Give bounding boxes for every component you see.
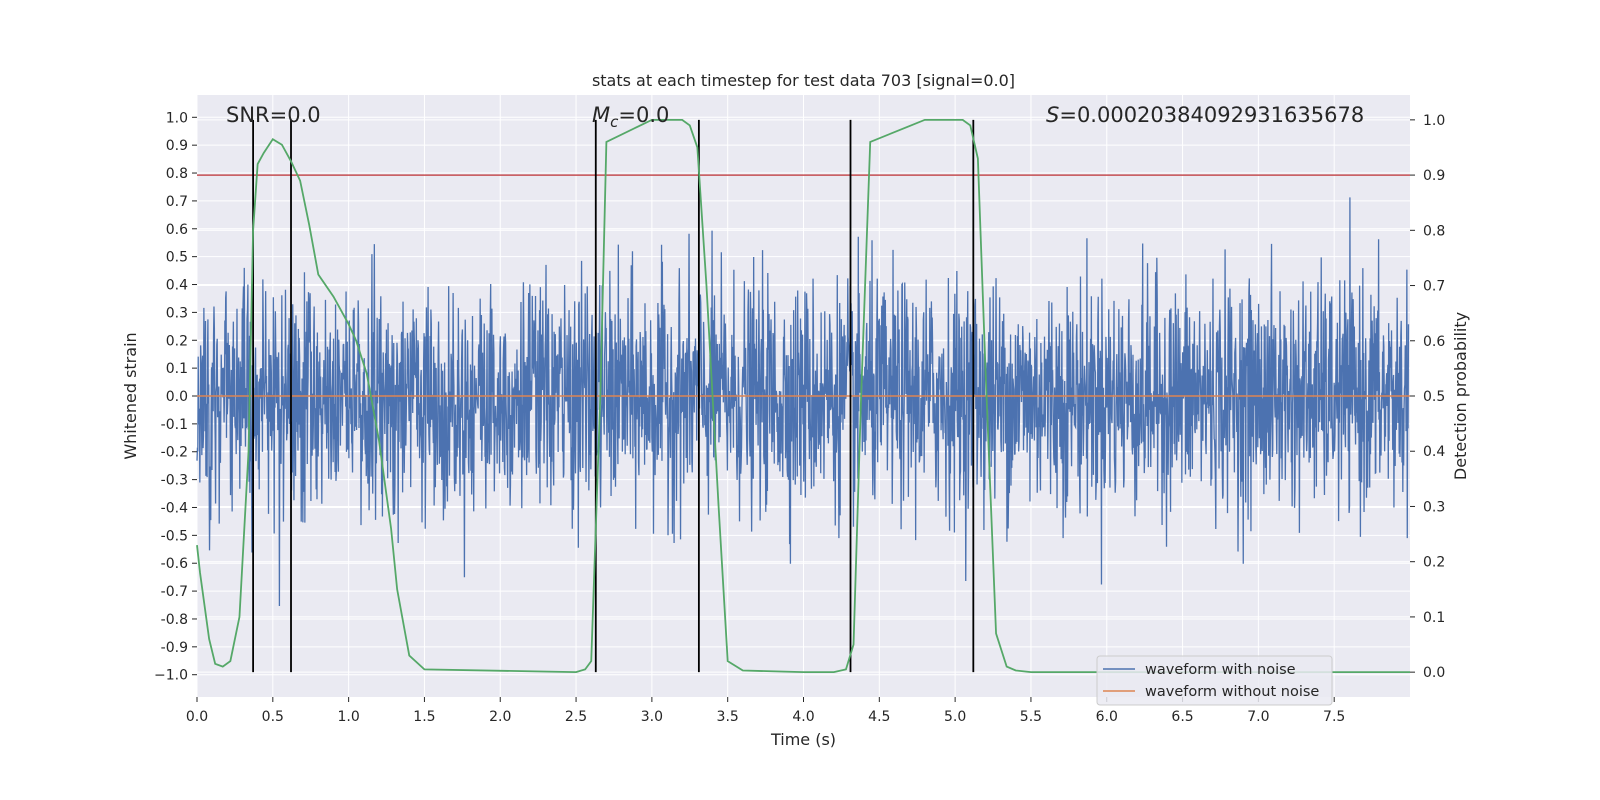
- axes: 0.0 0.5 1.0 1.5 2.0 2.5 3.0 3.5 4.0 4.5 5.0 5.5 6.0 6…: [154, 110, 1445, 725]
- x-tick-label: 0.5: [262, 709, 284, 725]
- y-right-tick-label: 0.0: [1423, 665, 1445, 681]
- x-tick-label: 0.0: [186, 709, 208, 725]
- legend-label-waveform-without-noise: waveform without noise: [1145, 684, 1319, 700]
- y-tick-label: 1.0: [166, 110, 188, 126]
- y-right-tick-label: 0.4: [1423, 444, 1445, 460]
- x-tick-label: 2.0: [489, 709, 511, 725]
- x-tick-label: 4.0: [792, 709, 814, 725]
- chart-title: stats at each timestep for test data 703…: [592, 71, 1015, 90]
- x-tick-label: 3.5: [717, 709, 739, 725]
- y-tick-label: 0.1: [166, 361, 188, 377]
- y-right-tick-label: 0.5: [1423, 389, 1445, 405]
- x-tick-label: 6.5: [1171, 709, 1193, 725]
- y-tick-label: 0.9: [166, 138, 188, 154]
- y-tick-label: -0.7: [161, 584, 188, 600]
- y-tick-label: -0.6: [161, 556, 188, 572]
- x-axis-label: Time (s): [770, 730, 836, 749]
- y-right-tick-label: 0.3: [1423, 499, 1445, 515]
- y-tick-label: 0.7: [166, 194, 188, 210]
- y-tick-label: -0.1: [161, 417, 188, 433]
- y-right-tick-label: 0.9: [1423, 168, 1445, 184]
- annotation-s: S=0.00020384092931635678: [1046, 103, 1364, 127]
- y-tick-label: 0.4: [166, 278, 188, 294]
- y-tick-label: 0.3: [166, 305, 188, 321]
- annotation-mc-value: =0.0: [618, 103, 669, 127]
- y-right-tick-label: 0.7: [1423, 279, 1445, 295]
- x-tick-label: 5.0: [944, 709, 966, 725]
- vertical-markers: [252, 119, 975, 673]
- series-detection-probability: [196, 118, 1410, 674]
- y-tick-label: 0.2: [166, 333, 188, 349]
- legend: waveform with noise waveform without noi…: [1096, 655, 1333, 706]
- x-tick-label: 5.5: [1020, 709, 1042, 725]
- y-tick-label: 0.8: [166, 166, 188, 182]
- y-tick-label: -0.9: [161, 640, 188, 656]
- x-tick-label: 7.0: [1247, 709, 1269, 725]
- x-tick-label: 1.0: [337, 709, 359, 725]
- y-tick-label: 0.0: [166, 389, 188, 405]
- y-axis-label: Whitened strain: [121, 332, 140, 459]
- annotation-s-value: =0.00020384092931635678: [1059, 103, 1364, 127]
- y-right-tick-label: 0.2: [1423, 555, 1445, 571]
- noise-line: [196, 197, 1410, 606]
- y-tick-label: 0.6: [166, 222, 188, 238]
- annotation-mc: Mc=0.0: [592, 103, 669, 131]
- x-tick-label: 7.5: [1323, 709, 1345, 725]
- y-tick-label: −1.0: [154, 668, 188, 684]
- y-tick-label: -0.5: [161, 528, 188, 544]
- probability-line: [196, 118, 1410, 674]
- y-tick-label: -0.8: [161, 612, 188, 628]
- x-tick-label: 6.0: [1096, 709, 1118, 725]
- x-tick-label: 2.5: [565, 709, 587, 725]
- x-tick-label: 1.5: [413, 709, 435, 725]
- y-tick-label: -0.2: [161, 445, 188, 461]
- x-tick-label: 4.5: [868, 709, 890, 725]
- y-right-tick-label: 0.8: [1423, 223, 1445, 239]
- annotation-mc-symbol: M: [592, 103, 610, 127]
- y-tick-label: -0.3: [161, 473, 188, 489]
- y-tick-label: 0.5: [166, 250, 188, 266]
- y-right-tick-label: 1.0: [1423, 113, 1445, 129]
- annotation-s-symbol: S: [1046, 103, 1059, 127]
- x-tick-label: 3.0: [641, 709, 663, 725]
- legend-label-waveform-with-noise: waveform with noise: [1145, 662, 1296, 678]
- y-axis-label-right: Detection probability: [1451, 312, 1470, 480]
- series-waveform-with-noise: [196, 197, 1410, 606]
- y-tick-label: -0.4: [161, 500, 188, 516]
- y-right-tick-label: 0.6: [1423, 334, 1445, 350]
- y-right-tick-label: 0.1: [1423, 610, 1445, 626]
- annotation-snr: SNR=0.0: [226, 103, 321, 127]
- legend-box: [1096, 655, 1333, 706]
- annotation-mc-subscript: c: [610, 113, 619, 131]
